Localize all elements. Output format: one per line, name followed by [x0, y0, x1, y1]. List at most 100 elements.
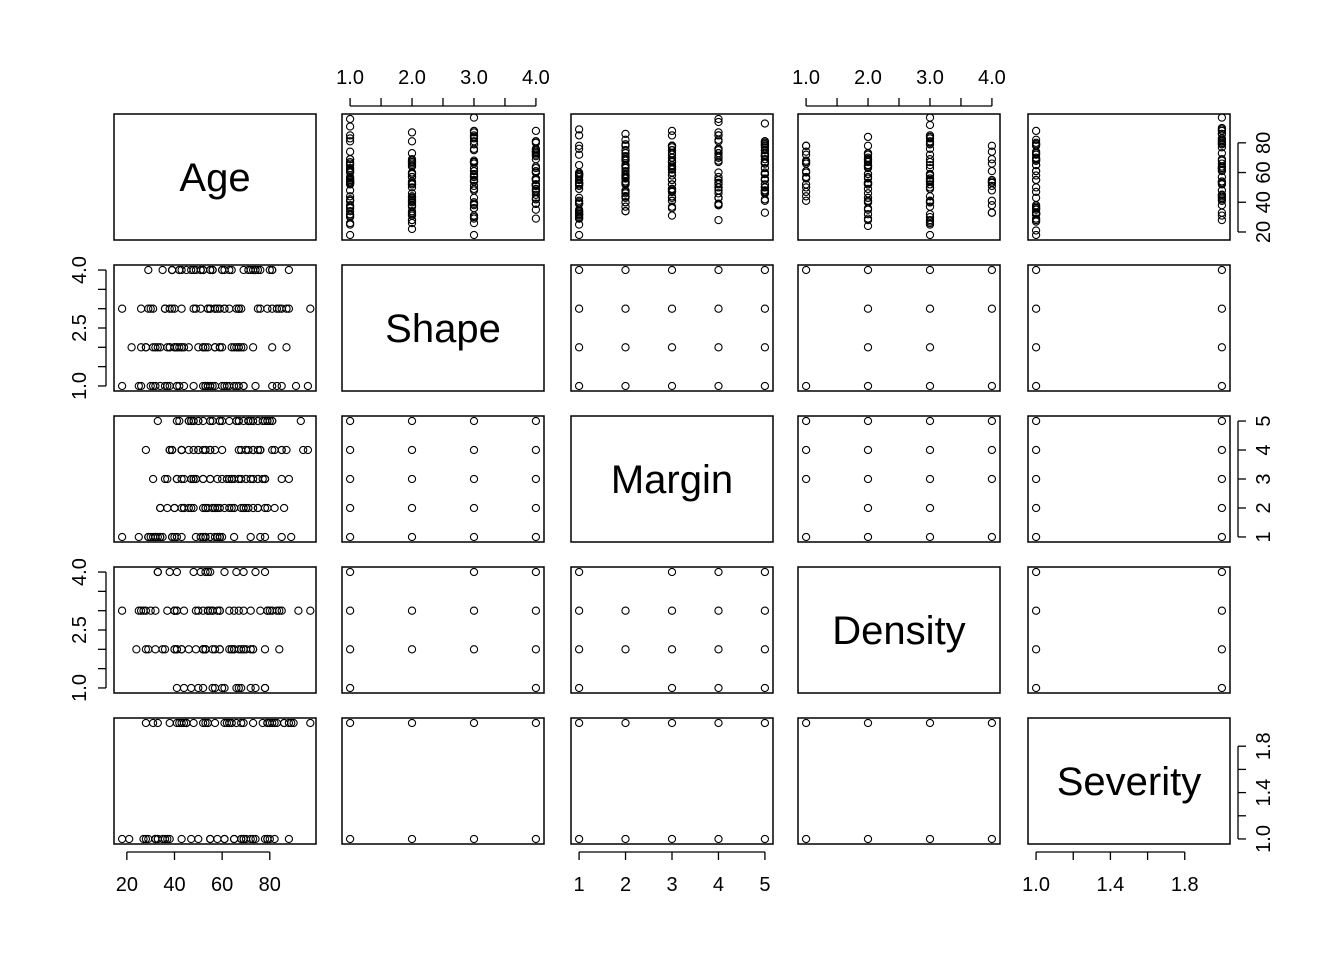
point-severity-age: [248, 718, 258, 728]
point-age-density: [987, 181, 997, 191]
point-density-margin: [621, 606, 630, 615]
point-shape-age: [210, 304, 220, 313]
point-severity-age: [213, 834, 222, 844]
point-severity-age: [141, 718, 151, 728]
point-age-density: [987, 196, 997, 205]
point-density-age: [246, 645, 255, 654]
point-age-margin: [621, 207, 630, 216]
point-margin-age: [244, 503, 253, 513]
point-age-margin: [667, 211, 677, 220]
point-margin-density: [863, 532, 873, 542]
point-severity-age: [153, 718, 162, 728]
point-age-severity: [1031, 183, 1041, 192]
point-shape-age: [282, 304, 291, 313]
point-age-shape: [469, 204, 479, 213]
tick-label-top-shape: 1.0: [336, 67, 364, 89]
point-age-shape: [469, 186, 479, 195]
point-margin-age: [175, 416, 184, 426]
tick-label-bottom-margin: 4: [713, 874, 724, 896]
point-density-age: [306, 606, 315, 615]
point-age-shape: [531, 146, 541, 155]
point-margin-age: [206, 416, 215, 426]
point-margin-age: [248, 503, 258, 513]
point-age-margin: [760, 169, 770, 179]
point-age-margin: [574, 125, 584, 134]
point-margin-shape: [345, 503, 355, 513]
point-age-margin: [667, 156, 677, 165]
point-shape-age: [306, 304, 315, 313]
point-density-age: [151, 645, 160, 654]
point-age-severity: [1031, 166, 1041, 176]
point-age-severity: [1217, 195, 1227, 204]
point-margin-age: [187, 503, 196, 513]
point-age-shape: [407, 155, 417, 164]
point-density-age: [208, 683, 217, 693]
point-age-shape: [407, 168, 417, 177]
point-margin-shape: [469, 532, 479, 542]
point-margin-age: [153, 532, 162, 542]
point-shape-age: [253, 265, 263, 275]
point-margin-age: [167, 445, 177, 455]
point-age-shape: [531, 180, 541, 189]
point-age-margin: [760, 138, 770, 147]
point-severity-density: [925, 718, 935, 728]
point-severity-age: [148, 718, 158, 728]
panel-severity-density: [797, 717, 1001, 845]
tick-label-right-severity: 1.0: [1253, 825, 1275, 853]
point-severity-age: [117, 834, 127, 844]
point-density-age: [220, 567, 229, 577]
point-age-density: [987, 166, 997, 176]
point-shape-age: [117, 381, 127, 391]
point-margin-age: [117, 532, 127, 542]
panel-density-severity: [1027, 566, 1231, 694]
point-density-shape: [531, 567, 541, 577]
point-age-shape: [407, 202, 417, 211]
point-age-margin: [667, 165, 677, 174]
point-age-shape: [407, 215, 417, 225]
point-shape-age: [136, 381, 146, 391]
point-density-shape: [407, 645, 417, 654]
point-margin-age: [208, 503, 217, 513]
point-density-age: [134, 606, 143, 615]
point-severity-density: [925, 834, 935, 844]
panel-density-margin: [570, 566, 774, 694]
point-margin-severity: [1217, 416, 1227, 426]
point-margin-severity: [1031, 445, 1041, 455]
point-shape-age: [175, 265, 184, 275]
point-age-density: [925, 177, 935, 186]
point-shape-age: [215, 343, 224, 352]
point-age-shape: [345, 177, 355, 186]
point-age-margin: [760, 119, 770, 128]
point-density-age: [172, 683, 182, 693]
point-margin-age: [189, 416, 198, 426]
point-margin-age: [177, 474, 186, 484]
point-density-age: [172, 645, 182, 654]
point-margin-shape: [531, 445, 541, 455]
point-shape-age: [237, 304, 246, 313]
point-shape-margin: [714, 265, 723, 275]
point-margin-age: [260, 416, 270, 426]
point-margin-age: [151, 532, 160, 542]
point-shape-severity: [1031, 381, 1041, 391]
point-margin-age: [198, 474, 208, 484]
point-density-age: [234, 606, 243, 615]
point-density-age: [160, 645, 170, 654]
point-margin-age: [213, 474, 222, 484]
point-density-margin: [667, 606, 677, 615]
point-age-shape: [345, 114, 355, 124]
point-shape-age: [177, 265, 186, 275]
point-margin-age: [287, 532, 296, 542]
point-shape-margin: [621, 343, 630, 352]
point-shape-age: [251, 381, 260, 391]
tick-label-top-shape: 2.0: [398, 67, 426, 89]
point-density-shape: [531, 606, 541, 615]
tick-label-right-margin: 3: [1253, 473, 1275, 484]
point-severity-margin: [574, 834, 584, 844]
point-age-shape: [531, 190, 541, 199]
point-severity-shape: [407, 718, 417, 728]
point-density-age: [172, 567, 182, 577]
point-density-age: [151, 606, 160, 615]
point-shape-age: [203, 343, 213, 352]
point-shape-age: [175, 381, 184, 391]
point-density-margin: [760, 645, 770, 654]
